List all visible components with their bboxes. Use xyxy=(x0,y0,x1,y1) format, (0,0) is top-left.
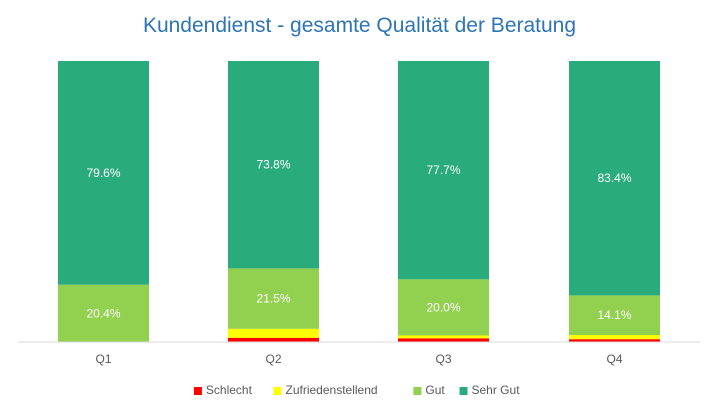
x-tick-label-q1: Q1 xyxy=(95,352,111,366)
legend-label-sehr-gut: Sehr Gut xyxy=(472,383,521,397)
data-label-sehr-gut-q4: 83.4% xyxy=(597,171,631,185)
bar-segment-gut-q2 xyxy=(228,268,319,329)
bar-segment-gut-q3 xyxy=(398,279,489,336)
legend-label-schlecht: Schlecht xyxy=(206,383,253,397)
data-label-gut-q4: 14.1% xyxy=(597,308,631,322)
data-label-sehr-gut-q2: 73.8% xyxy=(256,158,290,172)
bar-segment-gut-q1 xyxy=(58,284,149,342)
legend-swatch-gut xyxy=(413,387,422,395)
bar-segment-schlecht-q3 xyxy=(398,338,489,342)
data-label-gut-q3: 20.0% xyxy=(426,300,460,314)
data-label-gut-q2: 21.5% xyxy=(256,292,290,306)
bar-segment-sehr-gut-q4 xyxy=(569,61,660,296)
bar-segment-gut-q4 xyxy=(569,295,660,335)
data-label-gut-q1: 20.4% xyxy=(86,306,120,320)
labels-layer: 20.4% 79.6% 21.5% 73.8% 20.0% 77.7% 14.1% 83.4% xyxy=(86,158,631,323)
legend-label-gut: Gut xyxy=(425,383,445,397)
bar-segment-zufriedenstellend-q3 xyxy=(398,335,489,339)
bar-segment-schlecht-q4 xyxy=(569,339,660,342)
bar-segment-sehr-gut-q1 xyxy=(58,61,149,285)
legend-swatch-zufriedenstellend xyxy=(273,387,282,395)
bar-segment-sehr-gut-q3 xyxy=(398,61,489,280)
bar-segment-zufriedenstellend-q4 xyxy=(569,335,660,340)
bars-layer xyxy=(58,61,660,342)
legend: Schlecht Zufriedenstellend Gut Sehr Gut xyxy=(193,383,521,397)
x-tick-label-q2: Q2 xyxy=(265,352,281,366)
bar-segment-schlecht-q2 xyxy=(228,337,319,342)
chart-title: Kundendienst - gesamte Qualität der Bera… xyxy=(142,14,577,37)
data-label-sehr-gut-q1: 79.6% xyxy=(86,166,120,180)
bar-segment-sehr-gut-q2 xyxy=(228,61,319,269)
bar-segment-zufriedenstellend-q2 xyxy=(228,328,319,338)
x-tick-label-q3: Q3 xyxy=(435,352,451,366)
legend-label-zufriedenstellend: Zufriedenstellend xyxy=(286,383,378,397)
x-tick-label-q4: Q4 xyxy=(606,352,622,366)
x-tick-labels: Q1 Q2 Q3 Q4 xyxy=(95,352,622,366)
data-label-sehr-gut-q3: 77.7% xyxy=(426,163,460,177)
legend-swatch-schlecht xyxy=(193,387,202,395)
legend-swatch-sehr-gut xyxy=(459,387,468,395)
